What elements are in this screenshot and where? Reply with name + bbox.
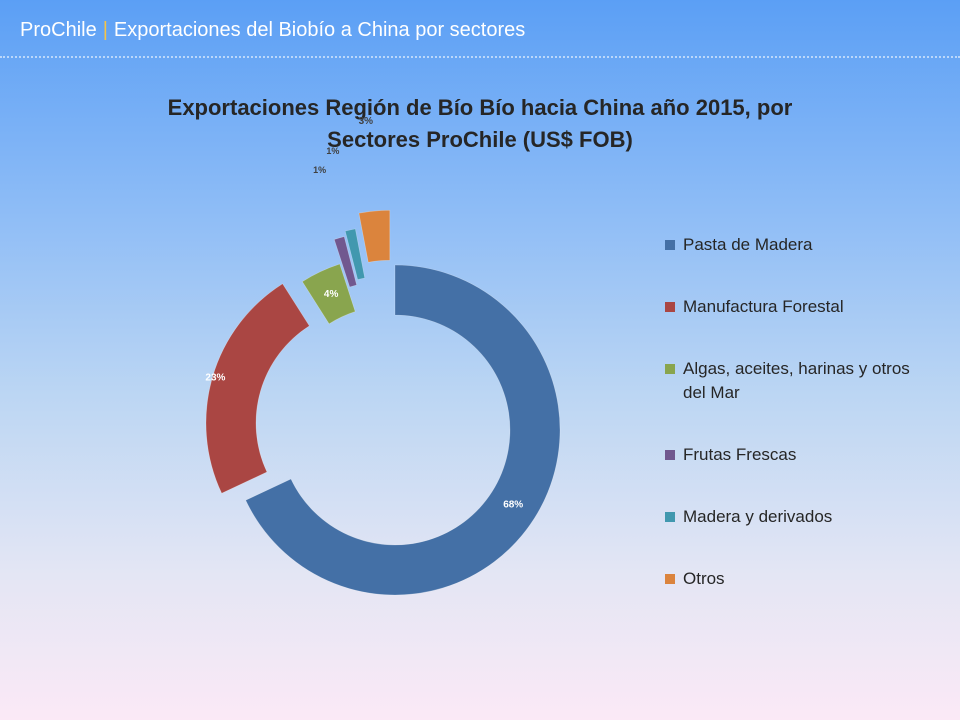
legend-item: Otros: [665, 567, 925, 591]
legend-swatch: [665, 302, 675, 312]
slice-data-label: 68%: [503, 500, 523, 511]
slice-data-label: 1%: [326, 146, 339, 156]
slide-header: ProChile | Exportaciones del Biobío a Chin…: [0, 0, 960, 58]
legend-label: Madera y derivados: [683, 507, 833, 526]
legend-swatch: [665, 240, 675, 250]
doughnut-slice: [333, 236, 358, 288]
slice-data-label: 23%: [205, 372, 225, 383]
slide-header-title: ProChile | Exportaciones del Biobío a Chin…: [20, 19, 525, 42]
legend-item: Pasta de Madera: [665, 233, 925, 257]
legend-swatch: [665, 364, 675, 374]
legend-item: Madera y derivados: [665, 505, 925, 529]
legend-item: Frutas Frescas: [665, 443, 925, 467]
legend-label: Frutas Frescas: [683, 445, 797, 464]
header-separator: |: [102, 19, 108, 41]
legend-label: Pasta de Madera: [683, 235, 813, 254]
legend-label: Manufactura Forestal: [683, 297, 844, 316]
legend-swatch: [665, 450, 675, 460]
legend-item: Manufactura Forestal: [665, 295, 925, 319]
doughnut-slice: [344, 228, 366, 280]
legend-item: Algas, aceites, harinas y otros del Mar: [665, 357, 925, 405]
legend-swatch: [665, 512, 675, 522]
chart-title: Exportaciones Región de Bío Bío hacia Ch…: [120, 92, 840, 156]
doughnut-slice: [301, 263, 356, 325]
chart-title-line-2: Sectores ProChile (US$ FOB): [327, 127, 633, 152]
brand-name: ProChile: [20, 19, 97, 41]
doughnut-slice: [205, 283, 310, 494]
slice-data-label: 4%: [324, 289, 339, 300]
header-subtitle: Exportaciones del Biobío a China por sec…: [113, 19, 526, 41]
doughnut-slice: [245, 264, 561, 596]
doughnut-slice: [358, 209, 391, 263]
chart-legend: Pasta de Madera Manufactura Forestal Algas…: [665, 233, 925, 591]
legend-swatch: [665, 574, 675, 584]
legend-label: Otros: [683, 569, 725, 588]
slice-data-label: 1%: [313, 165, 326, 175]
chart-title-line-1: Exportaciones Región de Bío Bío hacia Ch…: [167, 95, 793, 120]
slice-data-label: 3%: [359, 116, 374, 127]
legend-label: Algas, aceites, harinas y otros del Mar: [683, 359, 910, 402]
